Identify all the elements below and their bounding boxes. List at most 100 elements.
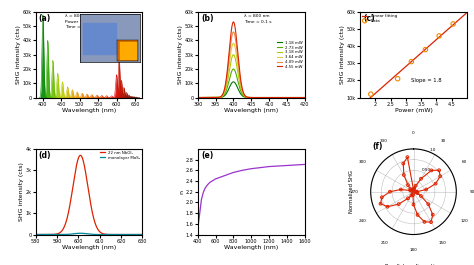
3.18 mW bbox=[247, 96, 253, 99]
2.73 mW bbox=[302, 96, 308, 99]
1.18 mW bbox=[299, 96, 304, 99]
4.55 mW bbox=[302, 96, 308, 99]
Data bbox=[394, 77, 401, 81]
3.64 mW bbox=[247, 96, 253, 99]
X-axis label: Wavelength (nm): Wavelength (nm) bbox=[62, 108, 116, 113]
X-axis label: Wavelength (nm): Wavelength (nm) bbox=[224, 245, 278, 250]
4.55 mW bbox=[244, 95, 250, 99]
4.55 mW bbox=[299, 96, 304, 99]
Line: 2.73 mW: 2.73 mW bbox=[198, 69, 305, 98]
Y-axis label: SHG intensity (cts): SHG intensity (cts) bbox=[340, 25, 346, 84]
Point bbox=[386, 189, 394, 194]
Point bbox=[412, 190, 419, 194]
monolayer MoS₂ bbox=[137, 233, 142, 236]
Point bbox=[409, 192, 417, 196]
Line: 3.64 mW: 3.64 mW bbox=[198, 43, 305, 98]
Data bbox=[408, 59, 415, 64]
22 nm NbOI₂ bbox=[85, 183, 91, 186]
Line: 4.55 mW: 4.55 mW bbox=[198, 22, 305, 98]
3.64 mW bbox=[279, 96, 285, 99]
Point bbox=[425, 202, 432, 206]
Point bbox=[428, 168, 435, 173]
Point bbox=[410, 202, 417, 207]
X-axis label: Wavelength (nm): Wavelength (nm) bbox=[62, 245, 116, 250]
1.18 mW bbox=[279, 96, 285, 99]
Line: 3.18 mW: 3.18 mW bbox=[198, 55, 305, 98]
Text: (e): (e) bbox=[201, 152, 213, 161]
3.18 mW bbox=[201, 96, 206, 99]
Line: Linear fitting: Linear fitting bbox=[360, 13, 467, 107]
Data bbox=[449, 22, 457, 26]
4.55 mW bbox=[195, 96, 201, 99]
3.18 mW bbox=[279, 96, 285, 99]
monolayer MoS₂ bbox=[78, 232, 83, 235]
22 nm NbOI₂ bbox=[139, 233, 145, 236]
2.73 mW bbox=[230, 67, 236, 70]
22 nm NbOI₂ bbox=[137, 233, 142, 236]
4.09 mW bbox=[247, 96, 253, 99]
monolayer MoS₂ bbox=[82, 232, 88, 235]
Point bbox=[429, 213, 437, 217]
Legend: 1.18 mW, 2.73 mW, 3.18 mW, 3.64 mW, 4.09 mW, 4.55 mW: 1.18 mW, 2.73 mW, 3.18 mW, 3.64 mW, 4.09… bbox=[277, 41, 303, 69]
Text: Normalized SHG: Normalized SHG bbox=[349, 170, 355, 213]
monolayer MoS₂ bbox=[38, 233, 44, 236]
4.09 mW bbox=[195, 96, 201, 99]
monolayer MoS₂ bbox=[139, 233, 145, 236]
Point bbox=[421, 220, 428, 224]
Point bbox=[404, 155, 411, 159]
monolayer MoS₂ bbox=[85, 232, 91, 235]
monolayer MoS₂ bbox=[117, 233, 122, 236]
Legend: Linear fitting, Data: Linear fitting, Data bbox=[362, 14, 397, 23]
Point bbox=[400, 173, 408, 177]
Data bbox=[435, 34, 443, 38]
Linear fitting bbox=[357, 105, 363, 108]
Point bbox=[400, 161, 407, 166]
22 nm NbOI₂ bbox=[82, 166, 88, 169]
22 nm NbOI₂ bbox=[38, 233, 44, 236]
Point bbox=[435, 168, 443, 172]
Text: (d): (d) bbox=[39, 152, 51, 161]
4.09 mW bbox=[244, 95, 250, 99]
3.64 mW bbox=[299, 96, 304, 99]
2.73 mW bbox=[195, 96, 201, 99]
Point bbox=[410, 186, 418, 191]
Point bbox=[404, 196, 412, 200]
Point bbox=[414, 213, 421, 217]
Data bbox=[421, 47, 429, 52]
3.64 mW bbox=[302, 96, 308, 99]
3.64 mW bbox=[244, 96, 250, 99]
Legend: 22 nm NbOI₂, monolayer MoS₂: 22 nm NbOI₂, monolayer MoS₂ bbox=[100, 151, 140, 160]
Linear fitting bbox=[378, 87, 383, 90]
4.55 mW bbox=[299, 96, 304, 99]
Point bbox=[437, 174, 444, 178]
3.64 mW bbox=[299, 96, 304, 99]
monolayer MoS₂ bbox=[137, 233, 142, 236]
Line: 4.09 mW: 4.09 mW bbox=[198, 32, 305, 98]
Text: (f): (f) bbox=[373, 142, 383, 151]
Text: (c): (c) bbox=[364, 15, 375, 24]
Point bbox=[377, 202, 384, 206]
Text: Slope = 1.8: Slope = 1.8 bbox=[411, 78, 442, 83]
Point bbox=[417, 194, 425, 198]
3.18 mW bbox=[195, 96, 201, 99]
Point bbox=[407, 188, 414, 193]
Linear fitting bbox=[412, 57, 418, 60]
1.18 mW bbox=[247, 96, 253, 99]
2.73 mW bbox=[279, 96, 285, 99]
Point bbox=[412, 184, 419, 188]
2.73 mW bbox=[299, 96, 304, 99]
Line: 22 nm NbOI₂: 22 nm NbOI₂ bbox=[36, 155, 142, 235]
Point bbox=[384, 205, 392, 209]
3.64 mW bbox=[201, 96, 206, 99]
Text: (a): (a) bbox=[39, 15, 51, 24]
22 nm NbOI₂ bbox=[137, 233, 142, 236]
Y-axis label: SHG intensity (cts): SHG intensity (cts) bbox=[19, 162, 24, 221]
Y-axis label: SHG intensity (cts): SHG intensity (cts) bbox=[178, 25, 183, 84]
3.18 mW bbox=[299, 96, 304, 99]
monolayer MoS₂ bbox=[33, 233, 38, 236]
Point bbox=[404, 183, 412, 187]
Point bbox=[408, 188, 415, 193]
3.18 mW bbox=[299, 96, 304, 99]
3.18 mW bbox=[230, 53, 236, 56]
1.18 mW bbox=[244, 96, 250, 99]
